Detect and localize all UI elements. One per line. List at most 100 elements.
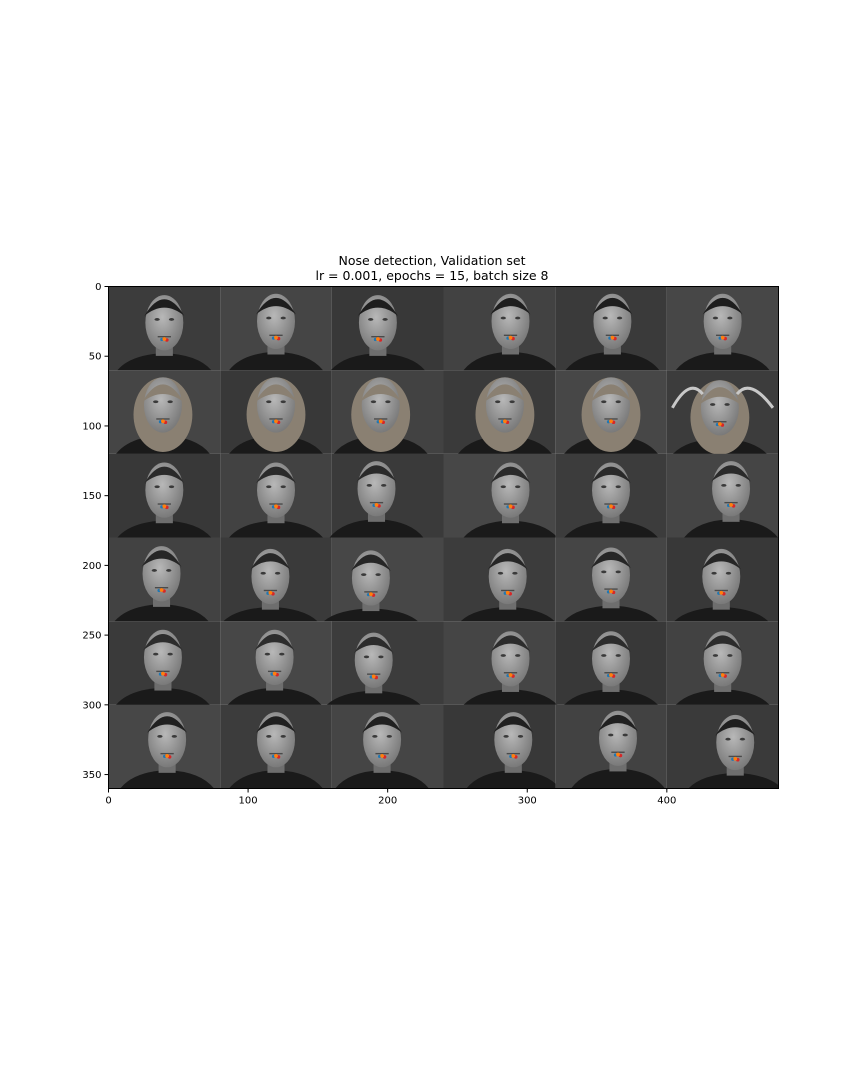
torso <box>565 351 660 371</box>
torso <box>675 689 770 705</box>
torso <box>229 770 323 789</box>
chart-title: Nose detection, Validation set <box>338 253 526 268</box>
mouth <box>604 672 618 674</box>
hair <box>256 466 296 484</box>
image-tile <box>329 453 444 538</box>
eye <box>280 485 286 489</box>
marker-predicted <box>511 754 516 758</box>
mouth <box>374 418 388 420</box>
mouth <box>269 752 283 755</box>
hair <box>592 297 633 315</box>
torso <box>335 770 429 789</box>
image-tile <box>330 286 444 371</box>
eye <box>264 652 271 656</box>
mouth <box>160 752 174 755</box>
eye <box>375 573 381 577</box>
eye <box>361 573 367 577</box>
marker-predicted <box>161 419 165 424</box>
mouth <box>503 672 518 674</box>
mouth <box>267 670 282 673</box>
eye <box>280 316 286 320</box>
marker-predicted <box>720 673 725 677</box>
eye <box>601 485 607 489</box>
marker-predicted <box>616 752 620 757</box>
x-tick-label: 400 <box>657 796 676 807</box>
image-tile <box>326 621 444 705</box>
mouth <box>263 589 278 592</box>
image-tiles <box>108 286 779 789</box>
x-tick-label: 0 <box>105 796 111 807</box>
marker-predicted <box>380 754 384 758</box>
hair <box>591 551 631 569</box>
eye <box>280 400 286 404</box>
mouth <box>716 672 730 674</box>
hair <box>144 466 185 484</box>
torso <box>223 606 318 622</box>
image-tile <box>443 286 558 371</box>
image-tile <box>666 621 779 705</box>
mouth <box>154 587 169 589</box>
mouth <box>501 589 515 592</box>
hair <box>702 297 743 315</box>
torso <box>120 770 215 789</box>
image-tile <box>324 537 444 622</box>
torso <box>688 772 779 789</box>
mouth <box>605 334 620 336</box>
eye <box>503 735 509 738</box>
eye <box>500 316 506 320</box>
image-tile <box>666 537 779 622</box>
marker-predicted <box>508 504 513 509</box>
hair <box>357 299 398 316</box>
eye <box>721 484 727 487</box>
eye <box>370 400 377 404</box>
x-tick-label: 200 <box>378 796 397 807</box>
eye <box>280 735 286 738</box>
marker-predicted <box>733 756 738 761</box>
mouth <box>611 751 625 753</box>
marker-predicted <box>720 335 725 340</box>
eye <box>602 316 608 320</box>
eye <box>615 485 621 489</box>
marker-predicted <box>274 419 278 424</box>
hair <box>254 633 295 651</box>
mouth <box>157 336 171 338</box>
image-tile <box>443 453 558 538</box>
hair <box>591 466 631 484</box>
marker-predicted <box>609 589 613 594</box>
eye <box>266 735 272 738</box>
y-tick-label: 250 <box>82 631 101 642</box>
eye <box>266 400 272 404</box>
y-tick-label: 350 <box>82 770 101 781</box>
eye <box>515 485 521 489</box>
eye <box>712 654 719 657</box>
hair <box>715 719 756 736</box>
eye <box>608 733 614 737</box>
eye <box>500 654 506 657</box>
hair <box>141 550 182 567</box>
hair <box>250 553 291 570</box>
mouth <box>506 752 520 755</box>
hair <box>702 635 743 652</box>
y-tick-label: 0 <box>95 282 101 293</box>
image-tile <box>443 537 556 622</box>
x-axis: 0 100 200 300 400 <box>105 788 676 807</box>
hair <box>698 387 741 406</box>
marker-predicted <box>162 337 167 341</box>
torso <box>229 351 323 371</box>
hair <box>255 384 297 403</box>
x-tick-label: 300 <box>518 796 537 807</box>
hair <box>487 553 528 570</box>
mouth <box>369 501 384 504</box>
marker-predicted <box>508 335 513 340</box>
eye <box>735 484 741 487</box>
hair <box>711 465 751 482</box>
marker-predicted <box>272 671 277 676</box>
image-tile <box>220 286 332 371</box>
eye <box>724 403 730 406</box>
mouth <box>375 752 389 755</box>
eye <box>167 400 173 404</box>
eye <box>509 400 515 404</box>
torso <box>116 687 210 705</box>
mouth <box>728 755 742 758</box>
eye <box>515 316 521 320</box>
